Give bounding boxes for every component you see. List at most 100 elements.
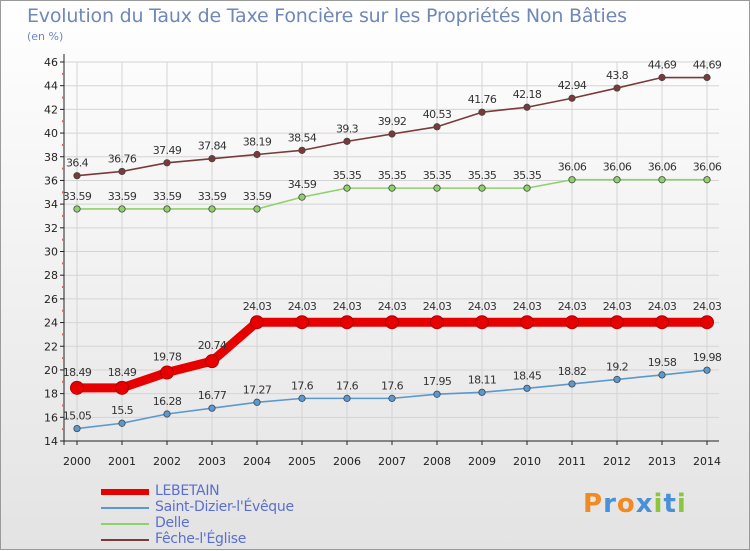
data-point — [253, 205, 261, 213]
y-tick-label: 14 — [44, 435, 58, 448]
x-tick-label: 2009 — [468, 455, 496, 468]
data-label: 36.06 — [558, 161, 587, 174]
data-point — [208, 404, 216, 412]
data-label: 24.03 — [468, 300, 497, 313]
data-point — [655, 315, 669, 330]
x-tick-label: 2007 — [378, 455, 406, 468]
data-label: 16.28 — [153, 395, 182, 408]
data-label: 34.59 — [288, 178, 317, 191]
data-label: 24.03 — [513, 300, 542, 313]
data-point — [613, 176, 621, 184]
y-minor-tick — [62, 120, 64, 123]
data-point — [478, 108, 486, 116]
data-point — [163, 159, 171, 167]
data-point — [568, 176, 576, 184]
data-point — [118, 205, 126, 213]
data-label: 17.95 — [423, 375, 452, 388]
data-label: 44.69 — [693, 59, 722, 72]
data-label: 17.27 — [243, 383, 272, 396]
data-point — [388, 184, 396, 192]
data-label: 41.76 — [468, 93, 497, 106]
x-tick-label: 2000 — [63, 455, 91, 468]
y-tick-label: 30 — [44, 246, 58, 259]
data-point — [388, 130, 396, 138]
data-point — [658, 371, 666, 379]
data-label: 18.45 — [513, 369, 542, 382]
data-point — [433, 390, 441, 398]
data-label: 36.06 — [603, 161, 632, 174]
data-label: 18.82 — [558, 365, 587, 378]
data-point — [523, 103, 531, 111]
proxiti-logo: Proxiti — [583, 489, 687, 519]
data-point — [115, 380, 129, 395]
data-label: 39.92 — [378, 115, 407, 128]
data-point — [478, 388, 486, 396]
y-tick-label: 18 — [44, 388, 58, 401]
data-label: 24.03 — [423, 300, 452, 313]
logo-letter: o — [616, 489, 636, 519]
data-point — [658, 176, 666, 184]
logo-letter: i — [676, 489, 687, 519]
data-label: 37.49 — [153, 144, 182, 157]
y-unit-label: (en %) — [27, 30, 64, 43]
y-minor-tick — [62, 143, 64, 146]
data-point — [388, 394, 396, 402]
data-label: 35.35 — [333, 169, 362, 182]
data-point — [703, 73, 711, 82]
data-point — [295, 315, 309, 330]
data-label: 40.53 — [423, 108, 452, 121]
y-minor-tick — [62, 380, 64, 383]
y-minor-tick — [62, 167, 64, 170]
data-point — [163, 410, 171, 418]
data-label: 24.03 — [603, 300, 632, 313]
data-label: 24.03 — [288, 300, 317, 313]
logo-letter: t — [663, 489, 677, 519]
data-label: 36.06 — [693, 161, 722, 174]
data-point — [385, 315, 399, 330]
data-label: 42.18 — [513, 88, 542, 101]
data-point — [568, 380, 576, 388]
data-label: 35.35 — [378, 169, 407, 182]
data-label: 18.11 — [468, 373, 497, 386]
data-point — [700, 315, 714, 330]
y-tick-label: 36 — [44, 174, 58, 187]
data-point — [523, 184, 531, 192]
data-label: 24.03 — [693, 300, 722, 313]
data-label: 24.03 — [243, 300, 272, 313]
y-tick-label: 42 — [44, 103, 58, 116]
data-label: 33.59 — [153, 190, 182, 203]
legend-label-delle: Delle — [155, 515, 190, 531]
data-label: 17.6 — [291, 379, 314, 392]
data-label: 19.2 — [606, 360, 628, 373]
data-point — [70, 380, 84, 395]
data-point — [253, 150, 261, 159]
x-tick-label: 2013 — [648, 455, 676, 468]
y-tick-label: 22 — [44, 340, 58, 353]
x-tick-label: 2002 — [153, 455, 181, 468]
y-minor-tick — [62, 72, 64, 75]
data-point — [160, 365, 174, 380]
y-tick-label: 20 — [44, 364, 58, 377]
x-tick-label: 2003 — [198, 455, 226, 468]
data-label: 24.03 — [333, 300, 362, 313]
logo-letter: P — [583, 489, 604, 519]
data-point — [658, 73, 666, 82]
y-minor-tick — [62, 238, 64, 241]
data-point — [568, 94, 576, 102]
data-label: 33.59 — [198, 190, 227, 203]
x-tick-label: 2011 — [558, 455, 586, 468]
y-tick-label: 44 — [44, 80, 58, 93]
data-point — [343, 394, 351, 402]
data-label: 15.5 — [111, 404, 134, 417]
data-label: 15.05 — [63, 410, 92, 423]
y-minor-tick — [62, 214, 64, 217]
y-tick-label: 40 — [44, 127, 58, 140]
data-label: 37.84 — [198, 140, 227, 153]
data-label: 19.78 — [153, 351, 182, 364]
data-point — [523, 384, 531, 392]
legend-label-lebetain: LEBETAIN — [155, 483, 220, 499]
data-point — [118, 167, 126, 176]
legend-swatch-saint-dizier — [101, 507, 149, 509]
data-label: 35.35 — [513, 169, 542, 182]
